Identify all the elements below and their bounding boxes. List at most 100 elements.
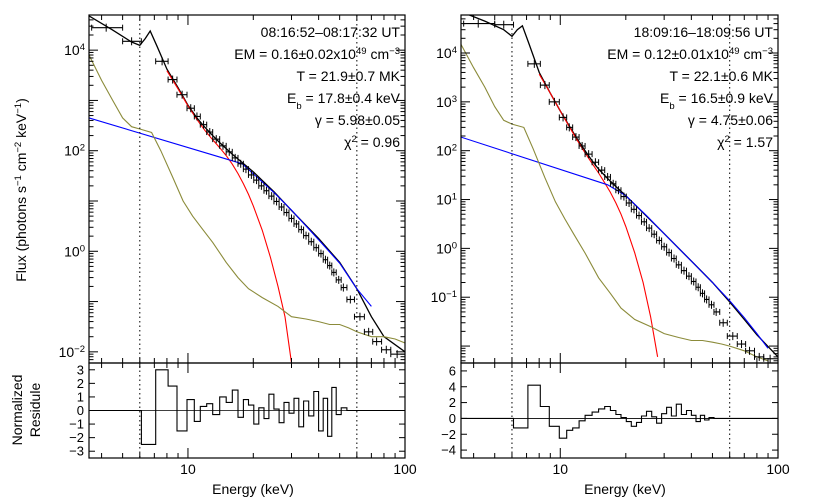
nonthermal-curve bbox=[461, 136, 769, 349]
data-point bbox=[186, 104, 195, 113]
data-point bbox=[591, 158, 600, 167]
data-point bbox=[566, 123, 574, 132]
data-point bbox=[656, 236, 663, 245]
background-curve bbox=[89, 54, 405, 344]
data-point bbox=[539, 81, 550, 90]
data-point bbox=[763, 354, 778, 363]
data-point bbox=[167, 75, 178, 84]
fit-annotation: 08:16:52–08:17:32 UT bbox=[261, 24, 401, 40]
data-point bbox=[193, 112, 201, 121]
data-point bbox=[91, 23, 124, 32]
data-point bbox=[219, 141, 227, 150]
data-point bbox=[303, 231, 310, 240]
thermal-curve bbox=[166, 70, 293, 363]
data-point bbox=[719, 318, 728, 327]
data-point bbox=[695, 283, 701, 292]
data-point bbox=[745, 346, 756, 355]
residual-tick-label: −2 bbox=[69, 430, 84, 445]
data-point bbox=[651, 230, 658, 239]
residual-histogram bbox=[89, 369, 405, 445]
residual-tick-label: 2 bbox=[449, 395, 456, 410]
data-point bbox=[122, 37, 142, 46]
data-point bbox=[548, 97, 560, 106]
data-point bbox=[630, 205, 638, 214]
y-tick-label: 104 bbox=[64, 42, 86, 59]
data-point bbox=[680, 266, 688, 275]
data-point bbox=[293, 219, 300, 228]
data-point bbox=[598, 166, 606, 175]
fit-annotation: T = 22.1±0.6 MK bbox=[669, 68, 773, 84]
data-point bbox=[625, 198, 632, 207]
data-point bbox=[646, 224, 653, 233]
plot-area bbox=[461, 15, 778, 363]
residual-tick-label: −3 bbox=[69, 444, 84, 459]
data-point bbox=[225, 147, 233, 156]
data-point bbox=[572, 133, 580, 142]
data-point bbox=[253, 176, 260, 185]
fit-annotation: 18:09:16–18:09:56 UT bbox=[634, 24, 774, 40]
data-point bbox=[708, 300, 715, 309]
data-point bbox=[242, 165, 249, 174]
data-point bbox=[273, 197, 280, 206]
y-tick-label: 104 bbox=[436, 45, 458, 62]
data-point bbox=[340, 283, 348, 292]
data-point bbox=[640, 217, 648, 226]
data-point bbox=[313, 243, 320, 252]
fit-annotation: T = 21.9±0.7 MK bbox=[296, 68, 400, 84]
residual-tick-label: 1 bbox=[77, 389, 84, 404]
residual-tick-label: 4 bbox=[449, 379, 456, 394]
y-tick-label: 103 bbox=[436, 93, 457, 110]
x-tick-label: 10 bbox=[552, 461, 568, 477]
data-point bbox=[690, 277, 697, 286]
total-curve bbox=[89, 15, 405, 353]
data-point bbox=[736, 340, 747, 349]
x-tick-label: 100 bbox=[766, 461, 790, 477]
data-point bbox=[558, 113, 568, 122]
background-curve bbox=[461, 44, 769, 362]
data-point bbox=[199, 120, 208, 129]
data-point bbox=[322, 255, 329, 264]
data-point bbox=[346, 295, 355, 304]
data-point bbox=[335, 275, 342, 284]
data-point bbox=[699, 289, 706, 298]
data-point bbox=[268, 192, 275, 201]
fit-annotation: EM = 0.16±0.02x1049 cm−3 bbox=[234, 46, 400, 63]
x-tick-label: 100 bbox=[393, 461, 417, 477]
y-tick-label: 102 bbox=[64, 142, 85, 159]
data-point bbox=[278, 202, 285, 211]
fit-annotation: χ2 = 1.57 bbox=[717, 134, 773, 151]
thermal-curve bbox=[538, 73, 659, 357]
nonthermal-curve bbox=[89, 117, 372, 307]
data-point bbox=[675, 260, 682, 269]
data-point bbox=[494, 20, 515, 29]
residual-tick-label: 0 bbox=[77, 403, 84, 418]
fit-annotation: EM = 0.12±0.01x1049 cm−3 bbox=[607, 46, 773, 63]
residual-tick-label: 2 bbox=[77, 376, 84, 391]
data-point bbox=[381, 345, 392, 354]
data-point bbox=[670, 254, 677, 263]
residual-axis-label-line2: Residule bbox=[27, 383, 43, 438]
y-tick-label: 102 bbox=[436, 142, 457, 159]
residual-tick-label: 6 bbox=[449, 363, 456, 378]
data-point bbox=[206, 128, 214, 137]
data-point bbox=[620, 192, 627, 201]
fit-annotation: γ = 4.75±0.06 bbox=[688, 112, 773, 128]
data-point bbox=[372, 337, 383, 346]
x-tick-label: 10 bbox=[180, 461, 196, 477]
data-point bbox=[298, 225, 305, 234]
data-point bbox=[237, 159, 244, 168]
y-axis-label: Flux (photons s−1 cm−2 keV−1) bbox=[13, 98, 30, 282]
data-point bbox=[527, 59, 541, 68]
fit-annotation: Eb = 17.8±0.4 keV bbox=[287, 90, 401, 112]
y-tick-label: 100 bbox=[436, 240, 457, 256]
x-axis-label-right: Energy (keV) bbox=[584, 481, 666, 497]
fit-annotation: γ = 5.98±0.05 bbox=[315, 112, 400, 128]
data-point bbox=[331, 268, 337, 277]
data-point bbox=[212, 135, 221, 144]
data-point bbox=[713, 307, 721, 316]
data-point bbox=[308, 237, 315, 246]
residual-tick-label: −1 bbox=[69, 417, 84, 432]
data-point bbox=[615, 186, 622, 195]
x-axis-label-left: Energy (keV) bbox=[212, 481, 294, 497]
